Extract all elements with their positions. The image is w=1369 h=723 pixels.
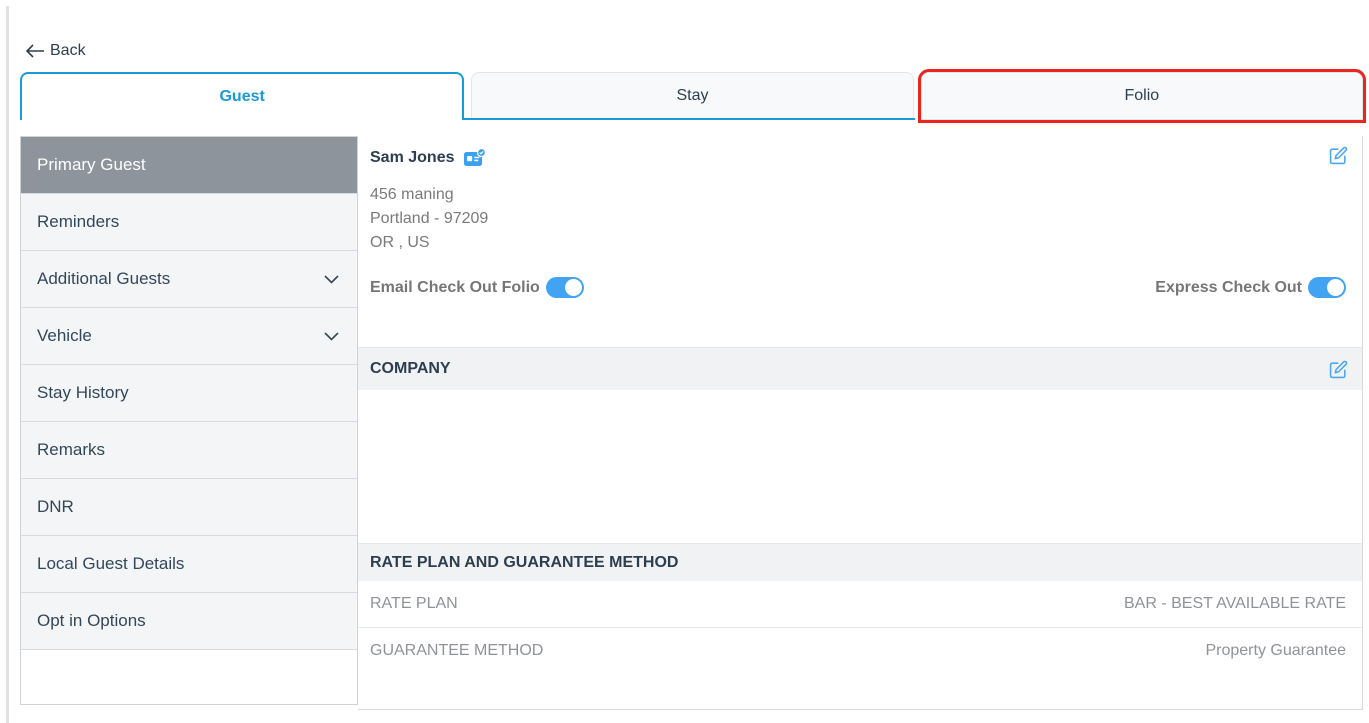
email-checkout-folio-group: Email Check Out Folio (370, 277, 584, 298)
sidebar-item-local-guest-details[interactable]: Local Guest Details (21, 536, 357, 593)
company-section-body (358, 390, 1362, 543)
checkout-options-row: Email Check Out Folio Express Check Out (370, 277, 1348, 298)
sidebar-item-label: Primary Guest (37, 155, 146, 174)
tab-bar: Guest Stay Folio (20, 69, 1366, 123)
edit-company-button[interactable] (1329, 360, 1348, 379)
email-checkout-folio-toggle[interactable] (545, 277, 584, 298)
guest-address: 456 maning Portland - 97209 OR , US (370, 183, 1348, 255)
sidebar-item-opt-in-options[interactable]: Opt in Options (21, 593, 357, 650)
back-label: Back (50, 42, 86, 59)
tab-guest[interactable]: Guest (20, 72, 465, 120)
sidebar-item-label: DNR (37, 497, 74, 516)
sidebar-item-label: Opt in Options (37, 611, 146, 630)
chevron-down-icon (324, 331, 339, 341)
tab-bar-underline (463, 118, 915, 120)
page-left-edge (6, 6, 9, 723)
sidebar-item-remarks[interactable]: Remarks (21, 422, 357, 479)
rate-plan-section-header: RATE PLAN AND GUARANTEE METHOD (358, 543, 1362, 581)
rate-plan-section-title: RATE PLAN AND GUARANTEE METHOD (370, 553, 679, 571)
tab-folio[interactable]: Folio (917, 69, 1366, 123)
guarantee-method-row: GUARANTEE METHOD Property Guarantee (358, 628, 1362, 673)
company-section-title: COMPANY (370, 360, 451, 377)
guarantee-method-value: Property Guarantee (1205, 641, 1346, 659)
back-arrow-icon (25, 44, 45, 58)
sidebar-item-label: Vehicle (37, 326, 92, 345)
express-checkout-group: Express Check Out (1155, 277, 1346, 298)
address-line-2: Portland - 97209 (370, 210, 489, 227)
sidebar-empty-row (21, 650, 357, 704)
express-checkout-toggle[interactable] (1308, 277, 1346, 298)
primary-guest-section: Sam Jones 456 maning (358, 136, 1362, 347)
email-checkout-folio-label: Email Check Out Folio (370, 278, 540, 296)
sidebar-item-reminders[interactable]: Reminders (21, 194, 357, 251)
address-line-1: 456 maning (370, 186, 454, 203)
sidebar-item-primary-guest[interactable]: Primary Guest (21, 137, 357, 194)
sidebar-item-dnr[interactable]: DNR (21, 479, 357, 536)
guest-name-row: Sam Jones (370, 147, 1348, 167)
express-checkout-label: Express Check Out (1155, 278, 1302, 296)
edit-icon (1329, 146, 1348, 165)
sidebar-item-label: Remarks (37, 440, 106, 459)
rate-plan-label: RATE PLAN (370, 595, 458, 612)
sidebar-item-label: Stay History (37, 383, 129, 402)
sidebar-item-additional-guests[interactable]: Additional Guests (21, 251, 357, 308)
guest-name: Sam Jones (370, 148, 455, 166)
contact-card-verified-icon (464, 147, 487, 167)
address-line-3: OR , US (370, 234, 430, 251)
sidebar-item-label: Reminders (37, 212, 120, 231)
rate-plan-value: BAR - BEST AVAILABLE RATE (1123, 595, 1346, 612)
toggle-knob (564, 279, 582, 296)
rate-plan-row: RATE PLAN BAR - BEST AVAILABLE RATE (358, 581, 1362, 628)
guest-sidebar: Primary Guest Reminders Additional Guest… (20, 136, 358, 705)
chevron-down-icon (324, 274, 339, 284)
tab-stay[interactable]: Stay (471, 72, 914, 120)
sidebar-item-stay-history[interactable]: Stay History (21, 365, 357, 422)
guest-detail-panel: Sam Jones 456 maning (358, 136, 1363, 710)
edit-guest-button[interactable] (1329, 146, 1348, 165)
sidebar-item-label: Additional Guests (37, 269, 171, 288)
company-section-header: COMPANY (358, 347, 1362, 390)
back-button[interactable]: Back (25, 42, 86, 60)
sidebar-item-label: Local Guest Details (37, 554, 185, 573)
guarantee-method-label: GUARANTEE METHOD (370, 641, 544, 659)
toggle-knob (1327, 279, 1344, 296)
sidebar-item-vehicle[interactable]: Vehicle (21, 308, 357, 365)
